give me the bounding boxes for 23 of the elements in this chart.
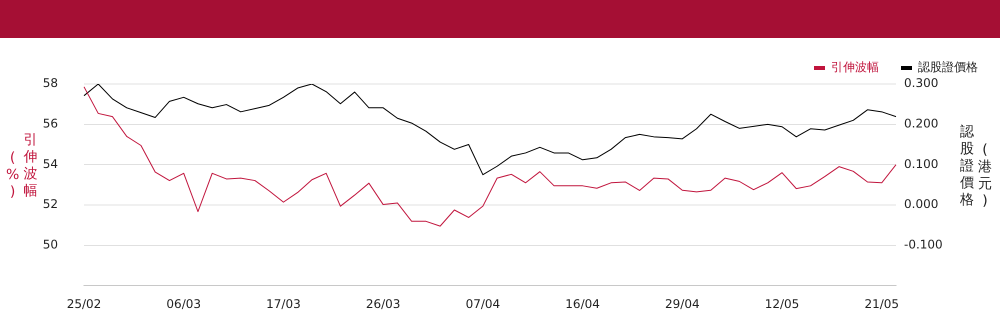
y-tick-label: 56 xyxy=(42,116,58,130)
y-tick-label: 58 xyxy=(42,76,58,90)
y-tick-label: 50 xyxy=(42,237,58,252)
x-tick-label: 06/03 xyxy=(166,296,202,311)
x-tick-label: 29/04 xyxy=(665,296,700,311)
y2-tick-label: 0.200 xyxy=(904,116,938,130)
legend-label: 認股證價格 xyxy=(918,60,978,74)
x-tick-label: 26/03 xyxy=(366,296,400,311)
x-tick-label: 12/05 xyxy=(764,296,800,311)
x-tick-label: 17/03 xyxy=(266,296,301,311)
text: 認股證價格(港元) xyxy=(960,124,992,209)
y-tick-label: 52 xyxy=(42,197,58,212)
x-tick-label: 07/04 xyxy=(466,296,500,311)
y-tick-label: 54 xyxy=(42,156,58,171)
x-tick-label: 25/02 xyxy=(66,296,102,311)
y2-tick-label: 0.100 xyxy=(904,156,938,171)
x-tick-label: 16/04 xyxy=(565,296,600,311)
legend-label: 引伸波幅 xyxy=(831,60,879,74)
x-tick-label: 21/05 xyxy=(864,296,900,311)
y2-tick-label: 0.300 xyxy=(904,76,938,90)
text: 引伸波幅(%) xyxy=(6,132,38,200)
y2-tick-label: -0.100 xyxy=(904,237,943,252)
y2-tick-label: 0.000 xyxy=(904,197,938,212)
